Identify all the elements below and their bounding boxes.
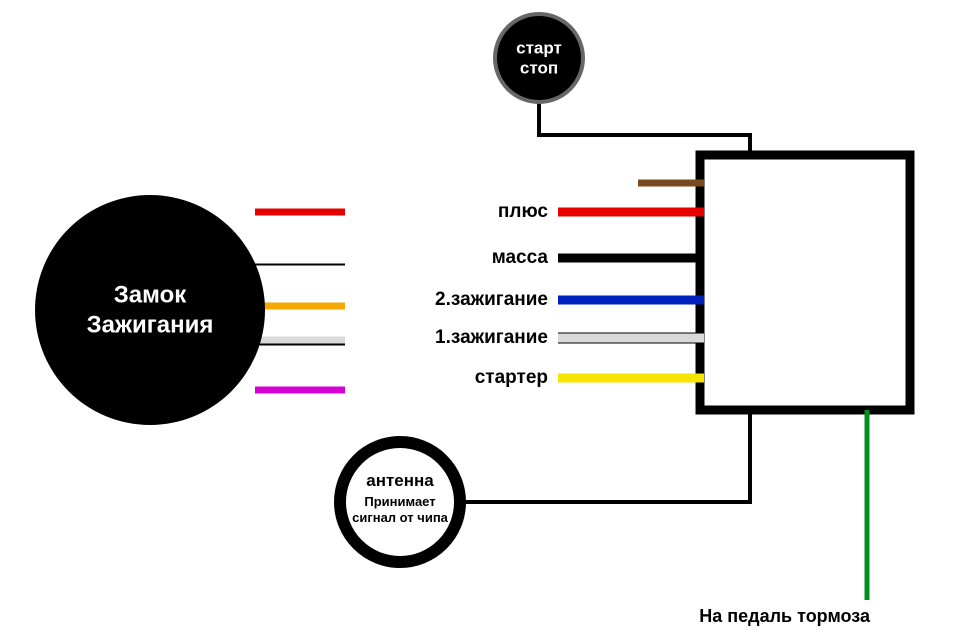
start-label: старт — [516, 38, 562, 57]
control-module — [700, 155, 910, 410]
wire-label: 2.зажигание — [435, 289, 548, 310]
ignition-label-1: Замок — [114, 281, 187, 308]
wire-label: 1.зажигание — [435, 327, 548, 348]
ignition-lock-node — [35, 195, 265, 425]
antenna-sub1: Принимает — [364, 494, 435, 509]
antenna-sub2: сигнал от чипа — [352, 510, 449, 525]
ignition-label-2: Зажигания — [87, 311, 214, 338]
antenna-title: антенна — [366, 471, 434, 490]
wire-label: плюс — [498, 201, 549, 222]
wire-label: стартер — [475, 367, 548, 388]
stop-label: стоп — [520, 58, 558, 77]
wire-label: масса — [492, 247, 549, 268]
brake-pedal-label: На педаль тормоза — [699, 606, 871, 626]
